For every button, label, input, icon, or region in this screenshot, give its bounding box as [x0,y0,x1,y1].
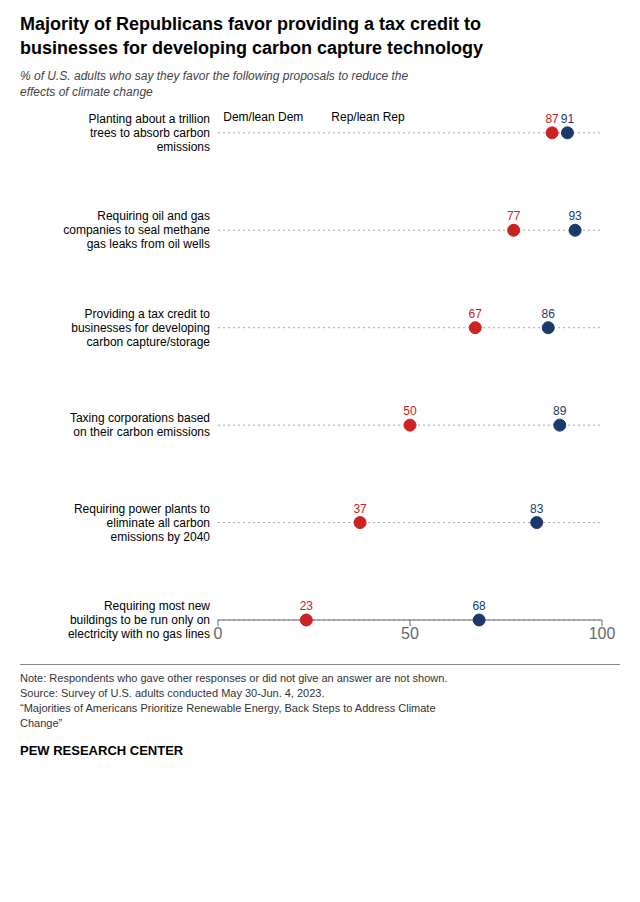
html-text:PEW RESEARCH CENTER: PEW RESEARCH CENTER [20,743,184,758]
html-text:Change”: Change” [20,717,63,729]
svg-text:68: 68 [472,599,486,613]
svg-text:83: 83 [530,502,544,516]
html-text:Note: Respondents who gave oth: Note: Respondents who gave other respons… [20,672,448,684]
svg-text:Requiring oil and gascompanies: Requiring oil and gascompanies to seal m… [63,209,210,251]
svg-text:77: 77 [507,209,521,223]
svg-text:Planting about a trilliontrees: Planting about a trilliontrees to absorb… [89,112,210,154]
svg-text:87: 87 [545,112,559,126]
svg-text:Requiring most newbuildings to: Requiring most newbuildings to be run on… [68,599,210,641]
html-text:effects of climate change: effects of climate change [20,85,153,99]
html-text:Dem/lean Dem: Dem/lean Dem [223,110,304,124]
svg-text:Requiring power plants toelimi: Requiring power plants toeliminate all c… [74,502,210,544]
html-text:Majority of Republicans favor: Majority of Republicans favor providing … [20,14,482,34]
svg-text:0: 0 [214,625,223,642]
html-text:Source: Survey of U.S. adults: Source: Survey of U.S. adults conducted … [20,687,325,699]
svg-text:Providing a tax credit tobusin: Providing a tax credit tobusinesses for … [71,307,210,349]
svg-text:67: 67 [469,307,483,321]
svg-text:93: 93 [568,209,582,223]
svg-text:89: 89 [553,404,567,418]
svg-text:Taxing corporations basedon th: Taxing corporations basedon their carbon… [70,411,210,439]
svg-text:86: 86 [542,307,556,321]
svg-text:37: 37 [353,502,367,516]
svg-text:50: 50 [403,404,417,418]
svg-text:100: 100 [589,625,616,642]
svg-text:50: 50 [401,625,419,642]
html-text:“Majorities of Americans Prior: “Majorities of Americans Prioritize Rene… [20,702,436,714]
html-text:% of U.S. adults who say they: % of U.S. adults who say they favor the … [20,69,409,83]
html-text:businesses for developing carb: businesses for developing carbon capture… [20,38,484,58]
html-text:Rep/lean Rep: Rep/lean Rep [331,110,405,124]
svg-text:23: 23 [300,599,314,613]
svg-text:91: 91 [561,112,575,126]
